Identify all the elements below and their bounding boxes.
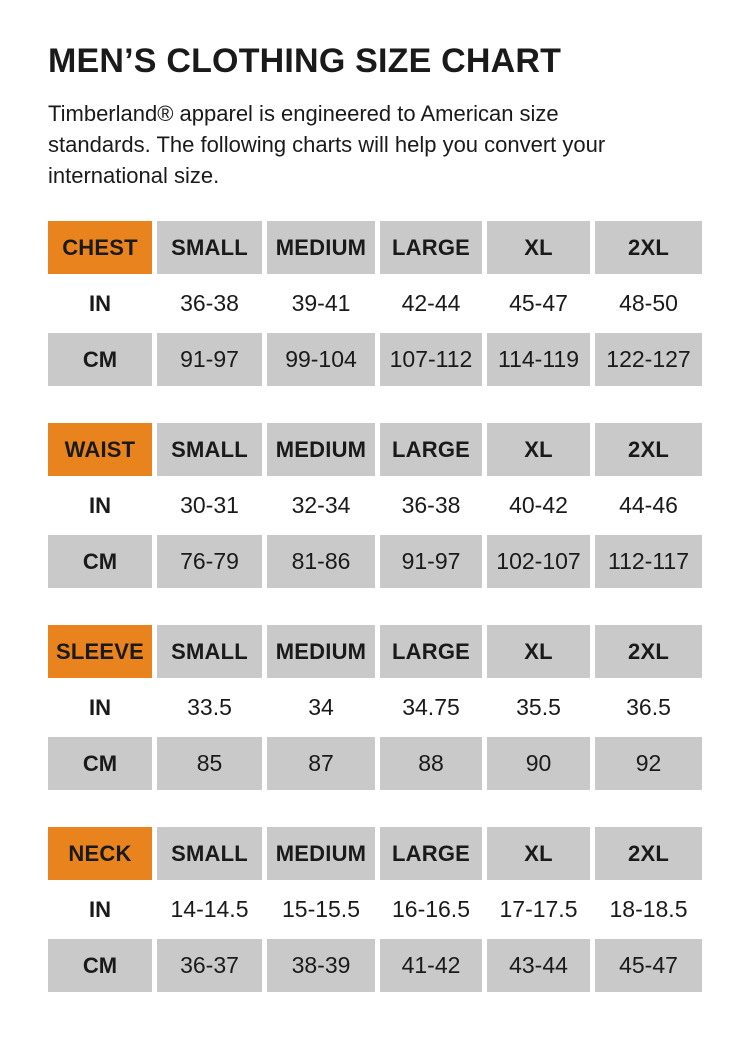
size-value-cell: 114-119 [487, 333, 590, 386]
size-value-cell: 45-47 [487, 274, 590, 333]
size-column-header-xl: XL [487, 221, 590, 274]
size-table-sleeve: SLEEVE SMALL MEDIUM LARGE XL 2XL IN 33.5 34 34.75… [48, 625, 702, 790]
size-column-header-small: SMALL [157, 221, 262, 274]
intro-line: international size. [48, 163, 220, 188]
size-column-header-large: LARGE [380, 625, 482, 678]
size-column-header-small: SMALL [157, 827, 262, 880]
unit-label-in: IN [48, 678, 152, 737]
measure-label-sleeve: SLEEVE [48, 625, 152, 678]
size-column-header-large: LARGE [380, 221, 482, 274]
size-value-cell: 36-38 [380, 476, 482, 535]
size-chart-page: MEN’S CLOTHING SIZE CHART Timberland® ap… [48, 42, 702, 992]
size-column-header-2xl: 2XL [595, 625, 702, 678]
measure-label-neck: NECK [48, 827, 152, 880]
unit-label-in: IN [48, 274, 152, 333]
size-value-cell: 91-97 [380, 535, 482, 588]
unit-label-cm: CM [48, 333, 152, 386]
intro-line: standards. The following charts will hel… [48, 132, 606, 157]
size-value-cell: 48-50 [595, 274, 702, 333]
size-value-cell: 18-18.5 [595, 880, 702, 939]
size-column-header-large: LARGE [380, 827, 482, 880]
intro-line: Timberland® apparel is engineered to Ame… [48, 101, 559, 126]
size-value-cell: 41-42 [380, 939, 482, 992]
size-value-cell: 76-79 [157, 535, 262, 588]
size-value-cell: 122-127 [595, 333, 702, 386]
size-value-cell: 36.5 [595, 678, 702, 737]
intro-text: Timberland® apparel is engineered to Ame… [48, 98, 702, 191]
size-value-cell: 99-104 [267, 333, 375, 386]
size-value-cell: 36-37 [157, 939, 262, 992]
size-value-cell: 87 [267, 737, 375, 790]
size-value-cell: 85 [157, 737, 262, 790]
size-value-cell: 39-41 [267, 274, 375, 333]
unit-label-cm: CM [48, 535, 152, 588]
size-value-cell: 34 [267, 678, 375, 737]
size-value-cell: 38-39 [267, 939, 375, 992]
size-value-cell: 107-112 [380, 333, 482, 386]
size-value-cell: 15-15.5 [267, 880, 375, 939]
size-column-header-medium: MEDIUM [267, 423, 375, 476]
size-value-cell: 32-34 [267, 476, 375, 535]
size-column-header-medium: MEDIUM [267, 625, 375, 678]
size-column-header-large: LARGE [380, 423, 482, 476]
page-title: MEN’S CLOTHING SIZE CHART [48, 42, 562, 80]
size-value-cell: 88 [380, 737, 482, 790]
size-value-cell: 34.75 [380, 678, 482, 737]
size-column-header-2xl: 2XL [595, 827, 702, 880]
size-value-cell: 17-17.5 [487, 880, 590, 939]
size-table-chest: CHEST SMALL MEDIUM LARGE XL 2XL IN 36-38 39-41 42… [48, 221, 702, 386]
size-value-cell: 14-14.5 [157, 880, 262, 939]
size-value-cell: 112-117 [595, 535, 702, 588]
size-value-cell: 33.5 [157, 678, 262, 737]
size-value-cell: 43-44 [487, 939, 590, 992]
size-column-header-medium: MEDIUM [267, 827, 375, 880]
size-column-header-small: SMALL [157, 423, 262, 476]
unit-label-cm: CM [48, 737, 152, 790]
size-column-header-2xl: 2XL [595, 423, 702, 476]
measure-label-chest: CHEST [48, 221, 152, 274]
unit-label-in: IN [48, 476, 152, 535]
size-value-cell: 102-107 [487, 535, 590, 588]
size-value-cell: 44-46 [595, 476, 702, 535]
size-column-header-small: SMALL [157, 625, 262, 678]
size-table-waist: WAIST SMALL MEDIUM LARGE XL 2XL IN 30-31 32-34 36… [48, 423, 702, 588]
size-column-header-2xl: 2XL [595, 221, 702, 274]
size-column-header-medium: MEDIUM [267, 221, 375, 274]
size-column-header-xl: XL [487, 625, 590, 678]
size-value-cell: 42-44 [380, 274, 482, 333]
size-tables: CHEST SMALL MEDIUM LARGE XL 2XL IN 36-38 39-41 42… [48, 221, 702, 992]
size-value-cell: 81-86 [267, 535, 375, 588]
size-value-cell: 40-42 [487, 476, 590, 535]
unit-label-in: IN [48, 880, 152, 939]
size-value-cell: 90 [487, 737, 590, 790]
size-table-neck: NECK SMALL MEDIUM LARGE XL 2XL IN 14-14.5 15-15.… [48, 827, 702, 992]
size-value-cell: 36-38 [157, 274, 262, 333]
size-value-cell: 91-97 [157, 333, 262, 386]
size-column-header-xl: XL [487, 423, 590, 476]
size-value-cell: 45-47 [595, 939, 702, 992]
size-value-cell: 16-16.5 [380, 880, 482, 939]
measure-label-waist: WAIST [48, 423, 152, 476]
size-value-cell: 30-31 [157, 476, 262, 535]
size-column-header-xl: XL [487, 827, 590, 880]
size-value-cell: 92 [595, 737, 702, 790]
unit-label-cm: CM [48, 939, 152, 992]
size-value-cell: 35.5 [487, 678, 590, 737]
